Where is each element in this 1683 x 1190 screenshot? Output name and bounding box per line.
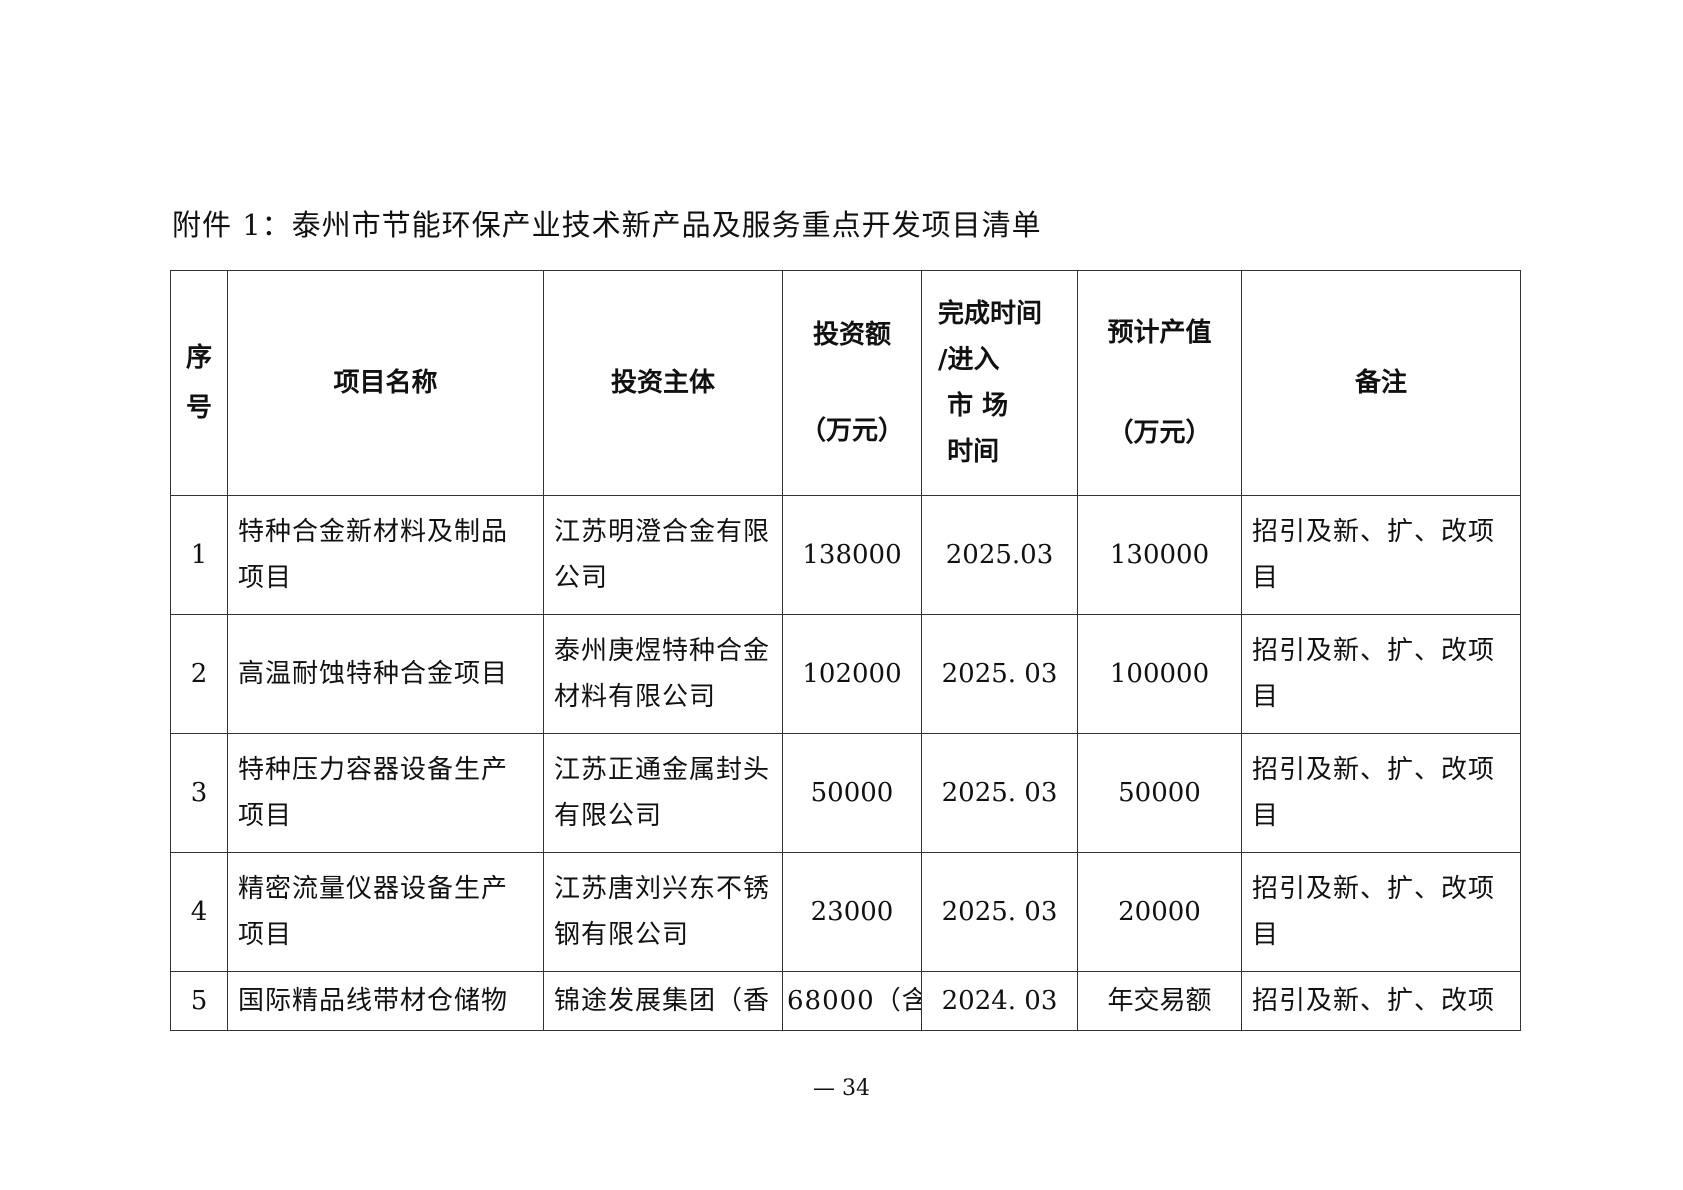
cell-note: 招引及新、扩、改项目 [1241,852,1521,972]
cell-name: 特种压力容器设备生产项目 [227,733,544,853]
cell-investment: 138000 [782,495,922,615]
header-name: 项目名称 [227,270,544,496]
header-note: 备注 [1241,270,1521,496]
cell-entity: 泰州庚煜特种合金材料有限公司 [543,614,783,734]
cell-investment: 50000 [782,733,922,853]
cell-entity: 江苏正通金属封头有限公司 [543,733,783,853]
cell-no: 4 [170,852,228,972]
table-row: 1 特种合金新材料及制品项目 江苏明澄合金有限公司 138000 2025.03… [170,495,1521,615]
cell-note: 招引及新、扩、改项 [1241,971,1521,1031]
table-row: 5 国际精品线带材仓储物 锦途发展集团（香 68000（含 2024. 03 年… [170,971,1521,1031]
cell-output: 50000 [1077,733,1242,853]
table-row: 4 精密流量仪器设备生产项目 江苏唐刘兴东不锈钢有限公司 23000 2025.… [170,852,1521,972]
header-investment: 投资额（万元） [782,270,922,496]
cell-time: 2025. 03 [921,733,1078,853]
cell-output: 20000 [1077,852,1242,972]
header-seq: 序号 [170,270,228,496]
cell-note: 招引及新、扩、改项目 [1241,733,1521,853]
cell-name: 精密流量仪器设备生产项目 [227,852,544,972]
header-row: 序号 项目名称 投资主体 投资额（万元） 完成时间/进入 市 场 时间 预计产值… [170,270,1521,496]
cell-investment: 68000（含 [782,971,922,1031]
cell-output: 100000 [1077,614,1242,734]
cell-output: 年交易额 [1077,971,1242,1031]
cell-name: 特种合金新材料及制品项目 [227,495,544,615]
cell-no: 2 [170,614,228,734]
header-time: 完成时间/进入 市 场 时间 [921,270,1078,496]
cell-entity: 锦途发展集团（香 [543,971,783,1031]
table-row: 2 高温耐蚀特种合金项目 泰州庚煜特种合金材料有限公司 102000 2025.… [170,614,1521,734]
cell-output: 130000 [1077,495,1242,615]
table-row: 3 特种压力容器设备生产项目 江苏正通金属封头有限公司 50000 2025. … [170,733,1521,853]
header-output: 预计产值 （万元） [1077,270,1242,496]
cell-time: 2025. 03 [921,614,1078,734]
cell-note: 招引及新、扩、改项目 [1241,495,1521,615]
cell-no: 5 [170,971,228,1031]
project-table: 序号 项目名称 投资主体 投资额（万元） 完成时间/进入 市 场 时间 预计产值… [170,270,1521,1031]
cell-entity: 江苏明澄合金有限公司 [543,495,783,615]
cell-investment: 102000 [782,614,922,734]
cell-name: 国际精品线带材仓储物 [227,971,544,1031]
header-entity: 投资主体 [543,270,783,496]
cell-note: 招引及新、扩、改项目 [1241,614,1521,734]
cell-time: 2025.03 [921,495,1078,615]
page-number: — 34 [813,1076,870,1101]
cell-investment: 23000 [782,852,922,972]
cell-time: 2025. 03 [921,852,1078,972]
document-title: 附件 1：泰州市节能环保产业技术新产品及服务重点开发项目清单 [172,208,1042,242]
cell-name: 高温耐蚀特种合金项目 [227,614,544,734]
header-investment-label: 投资额（万元） [799,320,904,446]
cell-no: 3 [170,733,228,853]
cell-no: 1 [170,495,228,615]
cell-time: 2024. 03 [921,971,1078,1031]
cell-entity: 江苏唐刘兴东不锈钢有限公司 [543,852,783,972]
